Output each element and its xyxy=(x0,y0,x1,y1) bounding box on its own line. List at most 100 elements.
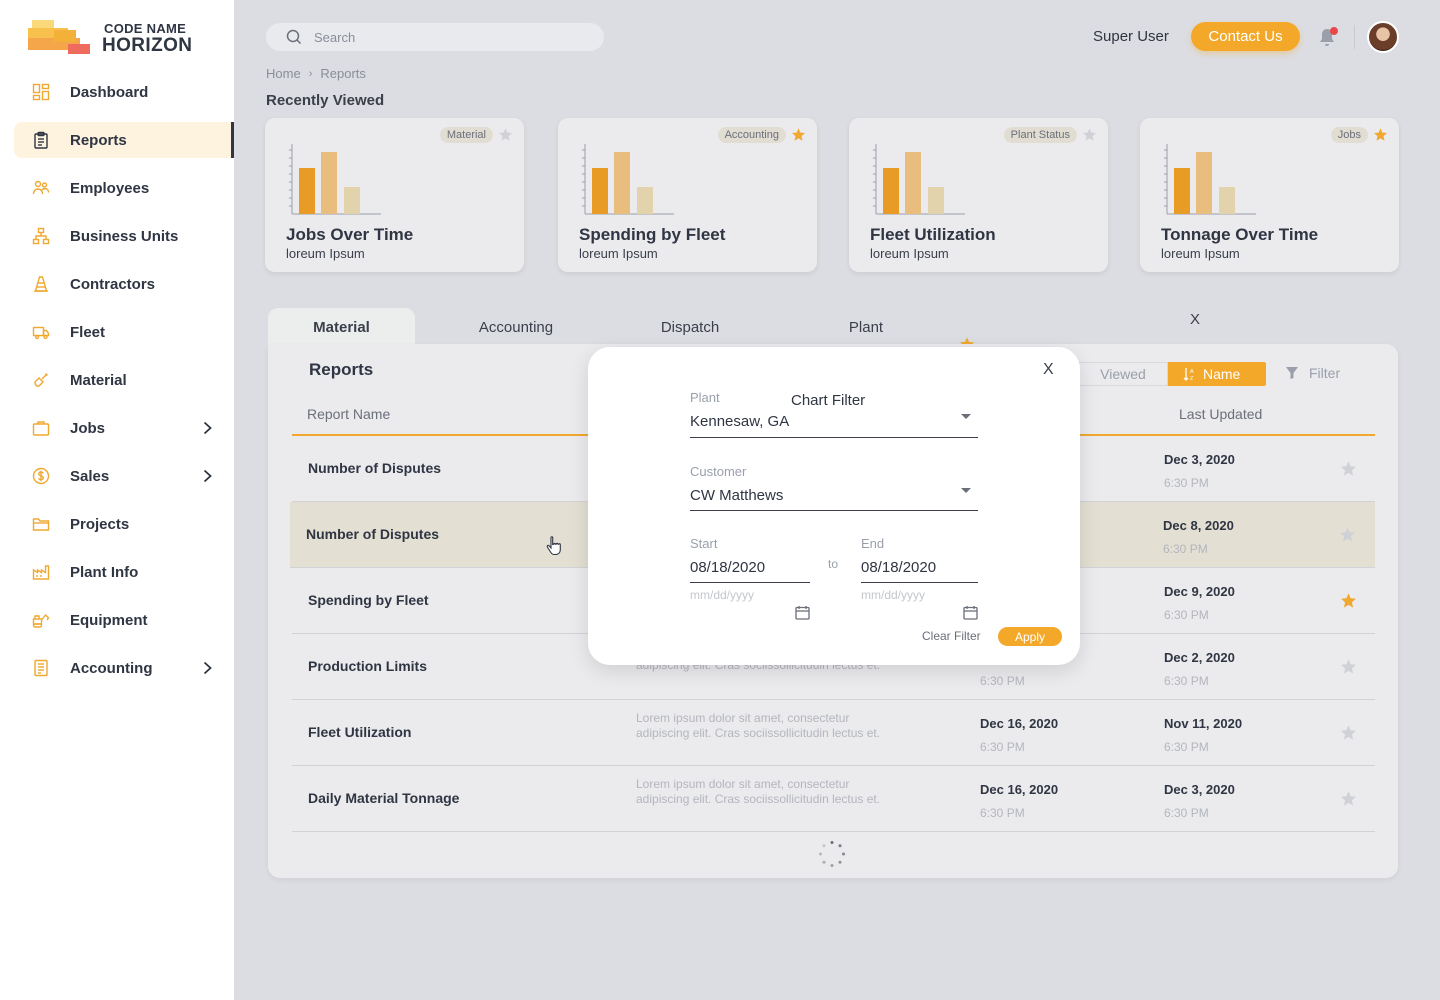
sidebar-item-material[interactable]: Material xyxy=(14,362,234,398)
chevron-down-icon[interactable] xyxy=(961,488,971,493)
tab-material[interactable]: Material xyxy=(268,308,415,346)
sidebar-item-label: Business Units xyxy=(70,227,179,245)
shovel-icon xyxy=(32,371,50,389)
search-input[interactable] xyxy=(314,29,574,45)
report-name: Spending by Fleet xyxy=(308,592,429,608)
card-tag: Accounting xyxy=(717,127,786,143)
chevron-right-icon[interactable] xyxy=(198,419,216,437)
report-name: Number of Disputes xyxy=(308,460,442,476)
contact-us-button[interactable]: Contact Us xyxy=(1191,22,1300,51)
sidebar-item-label: Projects xyxy=(70,515,130,533)
start-date-input[interactable]: 08/18/2020 xyxy=(690,559,766,576)
sidebar-item-contractors[interactable]: Contractors xyxy=(14,266,234,302)
customer-select[interactable]: CW Matthews xyxy=(690,487,784,504)
card-tag: Material xyxy=(439,127,493,143)
briefcase-icon xyxy=(32,419,50,437)
start-underline xyxy=(690,582,810,583)
sort-viewed-button[interactable]: Viewed xyxy=(1078,362,1168,386)
sidebar-item-label: Contractors xyxy=(70,275,156,293)
svg-text:A: A xyxy=(1190,369,1194,375)
close-icon[interactable]: X xyxy=(1043,361,1054,378)
tab-label: Accounting xyxy=(478,318,554,336)
sidebar-item-fleet[interactable]: Fleet xyxy=(14,314,234,350)
star-filled-icon[interactable] xyxy=(1340,592,1357,609)
search-icon xyxy=(286,29,302,45)
people-icon xyxy=(32,179,50,197)
chevron-down-icon[interactable] xyxy=(961,414,971,419)
customer-label: Customer xyxy=(690,464,747,479)
sidebar-item-business-units[interactable]: Business Units xyxy=(14,218,234,254)
card-title: Tonnage Over Time xyxy=(1161,225,1319,244)
star-outline-icon[interactable] xyxy=(1339,526,1356,543)
header-divider xyxy=(1354,25,1355,49)
sidebar-item-equipment[interactable]: Equipment xyxy=(14,602,234,638)
table-row[interactable]: Fleet Utilization Lorem ipsum dolor sit … xyxy=(292,700,1375,766)
calendar-icon[interactable] xyxy=(795,605,810,620)
cone-icon xyxy=(32,275,50,293)
column-header-updated[interactable]: Last Updated xyxy=(1179,406,1263,422)
recent-card[interactable]: Plant Status Fleet Utilization loreum Ip… xyxy=(849,118,1108,272)
clear-filter-button[interactable]: Clear Filter xyxy=(922,629,981,643)
svg-text:Z: Z xyxy=(1190,376,1194,381)
breadcrumb-home[interactable]: Home xyxy=(266,66,301,81)
sidebar-item-dashboard[interactable]: Dashboard xyxy=(14,74,234,110)
star-outline-icon[interactable] xyxy=(1340,790,1357,807)
chevron-right-icon[interactable] xyxy=(198,659,216,677)
star-outline-icon[interactable] xyxy=(1340,658,1357,675)
recent-card[interactable]: Accounting Spending by Fleet loreum Ipsu… xyxy=(558,118,817,272)
chevron-right-icon[interactable] xyxy=(198,467,216,485)
column-header-name[interactable]: Report Name xyxy=(307,406,391,422)
sidebar-item-label: Material xyxy=(70,371,127,389)
plant-select[interactable]: Kennesaw, GA xyxy=(690,413,790,430)
last-updated-time: 6:30 PM xyxy=(1164,740,1209,754)
sidebar-item-label: Fleet xyxy=(70,323,106,341)
sidebar-item-accounting[interactable]: Accounting xyxy=(14,650,234,686)
chart-filter-modal: X Plant Chart Filter Kennesaw, GA Custom… xyxy=(588,347,1080,665)
calendar-icon[interactable] xyxy=(963,605,978,620)
star-outline-icon[interactable] xyxy=(1340,460,1357,477)
star-outline-icon[interactable] xyxy=(498,127,513,142)
search-bar[interactable] xyxy=(266,23,604,51)
customer-underline xyxy=(690,510,978,511)
filter-icon xyxy=(1286,367,1298,379)
avatar[interactable] xyxy=(1367,21,1399,53)
user-name[interactable]: Super User xyxy=(1093,28,1169,45)
sidebar-item-reports[interactable]: Reports xyxy=(14,122,234,158)
table-row[interactable]: Daily Material Tonnage Lorem ipsum dolor… xyxy=(292,766,1375,832)
notification-badge xyxy=(1330,27,1338,35)
truck-icon xyxy=(32,323,50,341)
apply-button[interactable]: Apply xyxy=(998,627,1062,646)
tab-dispatch[interactable]: Dispatch xyxy=(618,308,762,346)
close-icon[interactable]: X xyxy=(1190,311,1201,328)
tab-accounting[interactable]: Accounting xyxy=(444,308,588,346)
sidebar-item-jobs[interactable]: Jobs xyxy=(14,410,234,446)
sidebar-item-sales[interactable]: Sales xyxy=(14,458,234,494)
filter-button[interactable]: Filter xyxy=(1285,365,1340,381)
loading-spinner-icon xyxy=(819,841,845,867)
brand-logo[interactable]: CODE NAME HORIZON xyxy=(28,18,218,58)
sidebar-item-label: Employees xyxy=(70,179,150,197)
recent-card[interactable]: Jobs Tonnage Over Time loreum Ipsum xyxy=(1140,118,1399,272)
star-filled-icon[interactable] xyxy=(791,127,806,142)
report-name: Daily Material Tonnage xyxy=(308,790,460,806)
star-outline-icon[interactable] xyxy=(1082,127,1097,142)
report-tabs: Material Accounting Dispatch Plant xyxy=(268,308,1398,348)
tab-label: Dispatch xyxy=(660,318,720,336)
sidebar-item-projects[interactable]: Projects xyxy=(14,506,234,542)
tab-plant[interactable]: Plant xyxy=(794,308,938,346)
star-outline-icon[interactable] xyxy=(1340,724,1357,741)
end-label: End xyxy=(861,536,885,551)
sidebar-item-employees[interactable]: Employees xyxy=(14,170,234,206)
sidebar-item-plant-info[interactable]: Plant Info xyxy=(14,554,234,590)
last-updated-time: 6:30 PM xyxy=(1164,674,1209,688)
excavator-icon xyxy=(32,611,50,629)
star-filled-icon[interactable] xyxy=(1373,127,1388,142)
last-updated-time: 6:30 PM xyxy=(1164,608,1209,622)
end-date-input[interactable]: 08/18/2020 xyxy=(861,559,937,576)
to-label: to xyxy=(828,557,839,571)
report-description: Lorem ipsum dolor sit amet, consectetur … xyxy=(636,777,881,806)
dashboard-icon xyxy=(32,83,50,101)
recent-card[interactable]: Material Jobs Over Time loreum Ipsum xyxy=(265,118,524,272)
last-updated-time: 6:30 PM xyxy=(1163,542,1208,556)
